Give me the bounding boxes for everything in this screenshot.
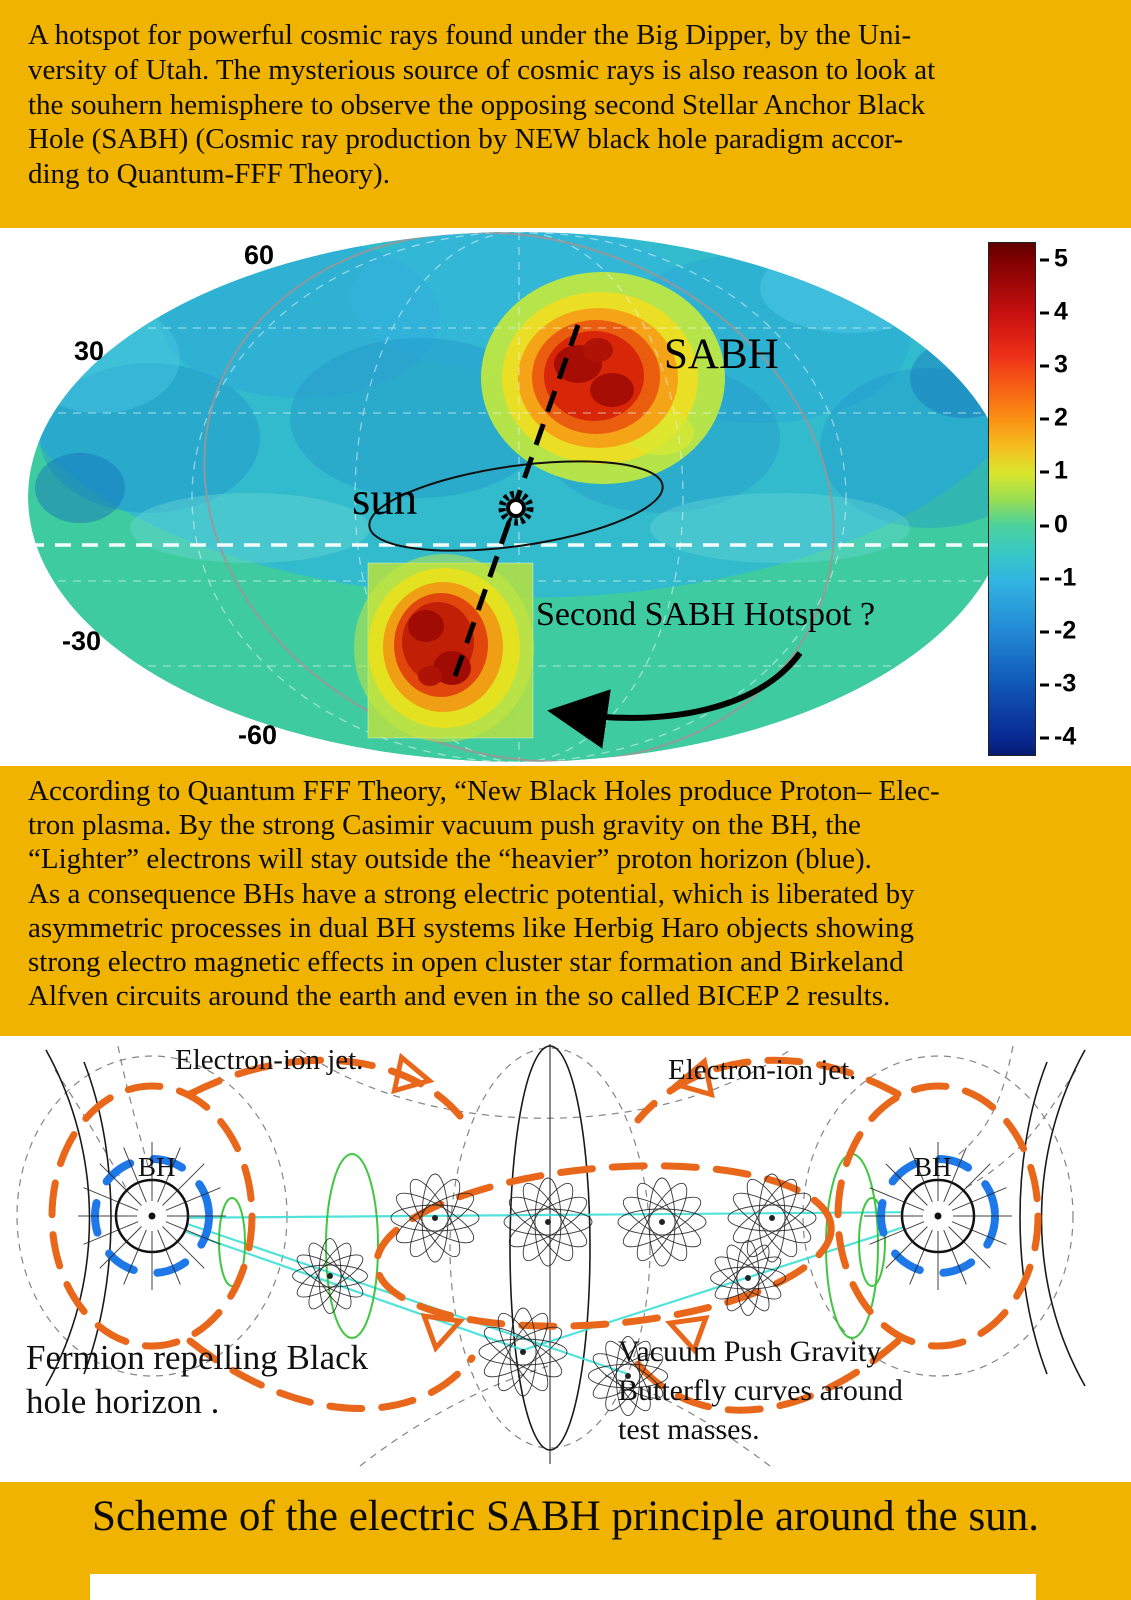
colorbar-tick: 1	[1040, 457, 1068, 486]
spokes-and-rosettes	[78, 1142, 1012, 1417]
ecliptic-ellipse	[368, 460, 664, 552]
colorbar-tick: -2	[1040, 617, 1076, 646]
sun-label: sun	[352, 473, 418, 525]
colorbar-tick: -4	[1040, 723, 1076, 752]
colorbar	[988, 242, 1036, 756]
theory-text-banner: According to Quantum FFF Theory, “New Bl…	[0, 766, 1131, 1036]
electron-ion-jet-label-right: Electron-ion jet.	[668, 1054, 857, 1086]
skymap-graphic	[28, 232, 1010, 762]
sabh-label: SABH	[664, 331, 779, 378]
header-text: A hotspot for powerful cosmic rays found…	[28, 19, 936, 191]
colorbar-tick: 5	[1040, 245, 1068, 274]
latitude-label-30: 30	[74, 336, 105, 366]
south-hotspot-patch	[354, 554, 534, 742]
galactic-circle	[203, 232, 835, 762]
butterfly-curves	[48, 1056, 1042, 1414]
bh-label-left: BH	[138, 1152, 176, 1182]
colorbar-tick: 4	[1040, 298, 1068, 327]
jet-direction-arrows	[391, 1052, 715, 1355]
sky-heatmap	[28, 232, 1010, 762]
central-jet-ellipse	[509, 1044, 591, 1464]
colorbar-tick: -3	[1040, 670, 1076, 699]
electron-ion-jet-label-left: Electron-ion jet.	[175, 1044, 364, 1076]
header-banner: A hotspot for powerful cosmic rays found…	[0, 0, 1131, 228]
horizon-bell-curves	[45, 1049, 1086, 1387]
skymap-section: 60 30 -30 -60 SABH sun Second SABH Hotsp…	[0, 228, 1131, 766]
colorbar-tick: 3	[1040, 351, 1068, 380]
latitude-label-m30: -30	[62, 626, 102, 656]
bh-label-right: BH	[914, 1152, 952, 1182]
footer-caption: Scheme of the electric SABH principle ar…	[92, 1493, 1039, 1540]
latitude-label-60: 60	[244, 240, 275, 270]
footer-banner: Scheme of the electric SABH principle ar…	[0, 1482, 1131, 1600]
colorbar-tick: 2	[1040, 404, 1068, 433]
latitude-label-m60: -60	[238, 720, 278, 750]
second-hotspot-label: Second SABH Hotspot ?	[536, 596, 876, 633]
colorbar-tick: 0	[1040, 511, 1068, 540]
vacuum-push-gravity-label: Vacuum Push Gravity Butterfly curves aro…	[618, 1335, 903, 1446]
sun-icon	[498, 490, 534, 526]
fermion-repelling-label: Fermion repelling Black hole horizon .	[26, 1338, 369, 1421]
colorbar-tick: -1	[1040, 564, 1076, 593]
bottom-white-strip	[90, 1574, 1036, 1600]
theory-text: According to Quantum FFF Theory, “New Bl…	[28, 775, 940, 1013]
scheme-diagram-section: Electron-ion jet. Electron-ion jet. BH B…	[0, 1036, 1131, 1482]
hotspot-pointer-arrow	[547, 651, 803, 749]
scheme-diagram-graphic	[16, 1044, 1086, 1467]
